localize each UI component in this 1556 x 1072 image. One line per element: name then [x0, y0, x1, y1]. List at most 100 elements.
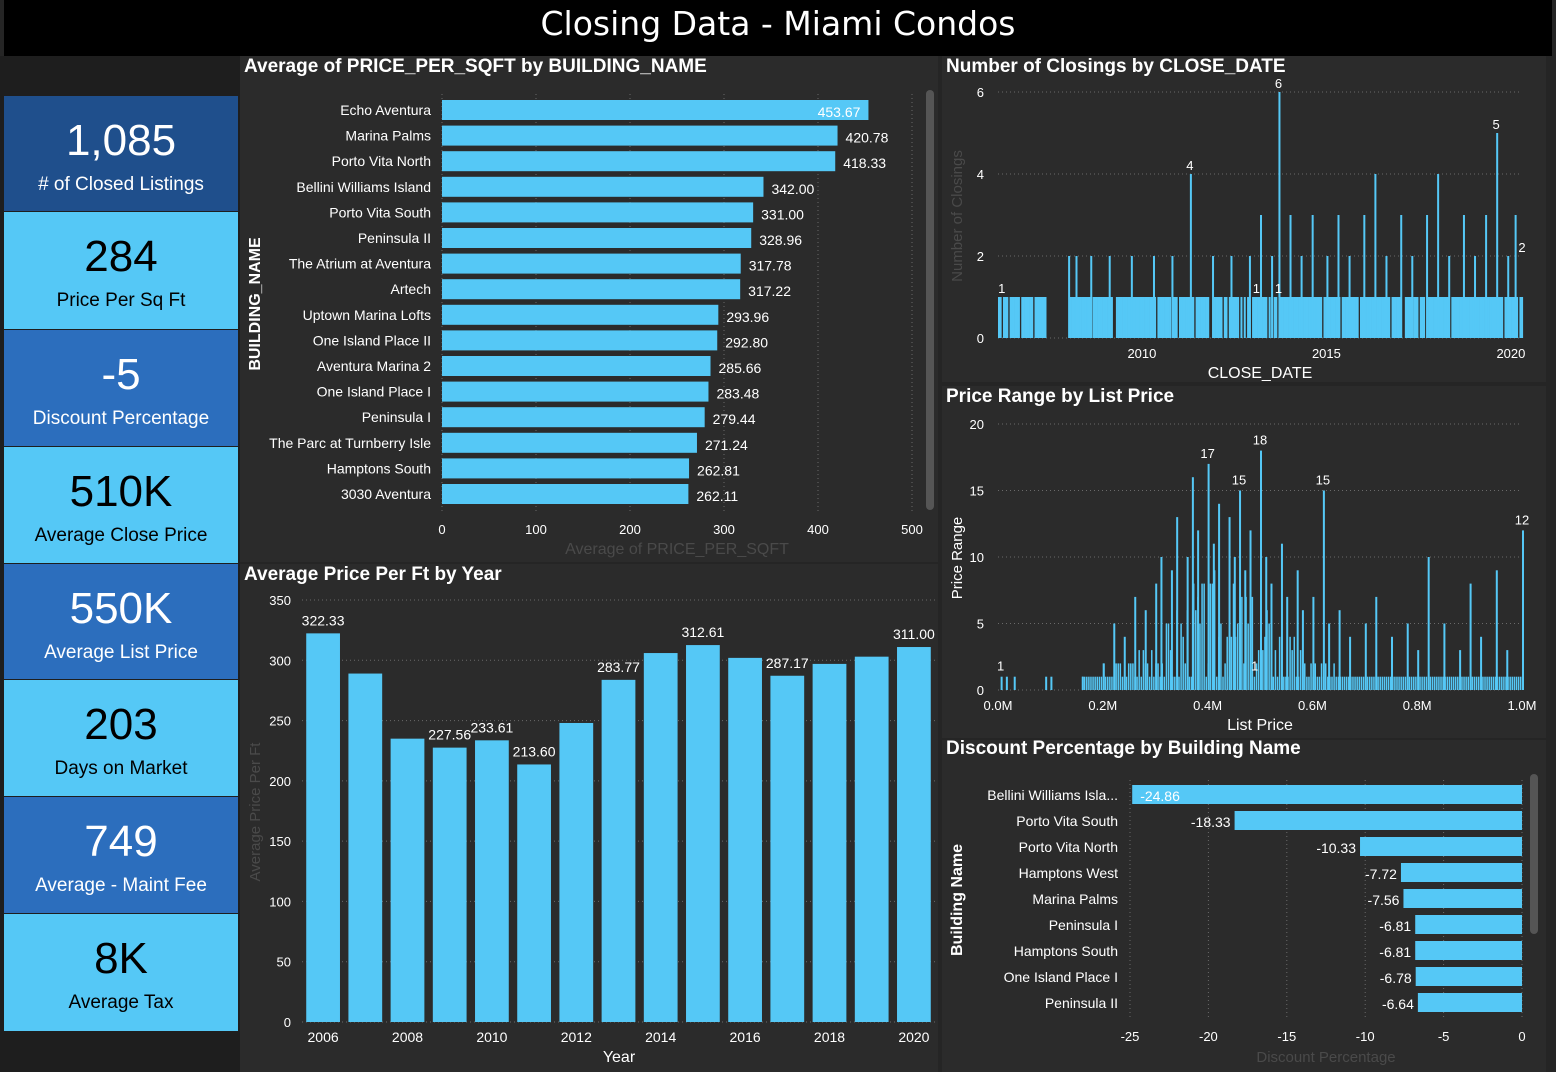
- bar: [1495, 570, 1498, 690]
- bar: [1505, 676, 1507, 690]
- bar: [1006, 297, 1009, 338]
- bar: [1202, 297, 1205, 338]
- bar: [1140, 297, 1143, 338]
- bar: [1492, 676, 1495, 690]
- bar: [1115, 297, 1118, 338]
- bar: [1457, 676, 1459, 690]
- bar: [1311, 215, 1314, 338]
- bar: [1512, 297, 1515, 338]
- bar: [1179, 297, 1182, 338]
- tick-label: 20: [970, 417, 984, 432]
- bar: [1315, 297, 1318, 338]
- bar: [1415, 915, 1522, 934]
- category-label: Peninsula II: [358, 230, 431, 246]
- bar: [1228, 517, 1231, 690]
- kpi-value: -5: [101, 350, 141, 399]
- bar: [442, 381, 709, 402]
- x-axis-label: CLOSE_DATE: [1208, 365, 1313, 382]
- bar: [1471, 297, 1474, 338]
- bar: [1310, 663, 1312, 690]
- bar: [1519, 676, 1522, 690]
- scrollbar[interactable]: [926, 90, 934, 510]
- bar: [1419, 297, 1422, 338]
- bar: [1404, 297, 1407, 338]
- bar: [1428, 297, 1431, 338]
- bar: [1446, 676, 1449, 690]
- bar: [442, 125, 838, 146]
- bar: [1111, 676, 1113, 690]
- data-label: 1: [997, 659, 1004, 674]
- bar: [1409, 297, 1412, 338]
- tick-label: 0.4M: [1193, 698, 1222, 713]
- chart-title: Discount Percentage by Building Name: [946, 738, 1301, 759]
- bar: [1150, 297, 1153, 338]
- bar: [1295, 676, 1298, 690]
- bar: [1105, 297, 1108, 338]
- bar: [1198, 297, 1201, 338]
- bar: [998, 297, 1000, 338]
- bar: [1484, 676, 1486, 690]
- bar: [1327, 676, 1329, 690]
- bar: [1406, 623, 1409, 690]
- bar: [1215, 676, 1218, 690]
- data-label: 1: [998, 281, 1005, 296]
- bar: [1429, 676, 1432, 690]
- data-label: 262.11: [696, 488, 738, 504]
- bar: [1396, 297, 1399, 338]
- bar: [1517, 676, 1520, 690]
- data-label: -6.81: [1379, 944, 1411, 960]
- bar: [1026, 297, 1029, 338]
- bar: [1127, 297, 1130, 338]
- data-label: 331.00: [761, 206, 804, 222]
- bar: [1117, 663, 1119, 690]
- bar: [1121, 676, 1124, 690]
- bar: [1212, 543, 1215, 690]
- bar: [1110, 297, 1113, 338]
- bar: [1184, 663, 1187, 690]
- bar: [1341, 676, 1344, 690]
- bar: [1393, 297, 1396, 338]
- bar: [1388, 297, 1391, 338]
- chart-title: Average Price Per Ft by Year: [244, 564, 502, 585]
- bar: [1341, 297, 1344, 338]
- category-label: Porto Vita North: [332, 153, 431, 169]
- bar: [1205, 297, 1208, 338]
- category-label: Hamptons South: [1014, 943, 1118, 959]
- bar: [1188, 676, 1191, 690]
- bar: [1258, 297, 1261, 338]
- bar: [1289, 215, 1292, 338]
- bar: [442, 151, 836, 172]
- bar: [1134, 297, 1137, 338]
- bar: [1000, 676, 1003, 690]
- bar: [1360, 837, 1522, 856]
- bar: [1092, 676, 1094, 690]
- bar: [1514, 215, 1517, 338]
- bar: [1335, 676, 1337, 690]
- bar: [442, 407, 705, 428]
- bar: [1178, 676, 1180, 690]
- category-label: Bellini Williams Island: [296, 179, 431, 195]
- bar: [1132, 785, 1522, 804]
- bar: [1119, 663, 1122, 690]
- bar: [559, 722, 594, 1022]
- bar: [1308, 297, 1311, 338]
- bar: [1348, 256, 1351, 338]
- scrollbar[interactable]: [1530, 774, 1538, 934]
- bar: [1247, 297, 1250, 338]
- bar: [1021, 297, 1024, 338]
- chart-discount-by-building: -25 -20 -15 -10 -5 0 Bellini Williams Isla... -…: [949, 780, 1526, 1066]
- category-label: Peninsula I: [362, 409, 431, 425]
- bar: [1087, 297, 1090, 338]
- data-label: 17: [1200, 446, 1214, 461]
- bar: [1274, 650, 1277, 690]
- bar: [1100, 676, 1103, 690]
- category-label: Peninsula I: [1049, 917, 1118, 933]
- bar: [1187, 297, 1190, 338]
- kpi-value: 203: [84, 700, 158, 749]
- bar: [1201, 583, 1203, 690]
- y-axis-label: Number of Closings: [949, 150, 966, 282]
- bar: [1306, 676, 1308, 690]
- category-label: The Atrium at Aventura: [289, 256, 431, 272]
- bar: [1476, 297, 1479, 338]
